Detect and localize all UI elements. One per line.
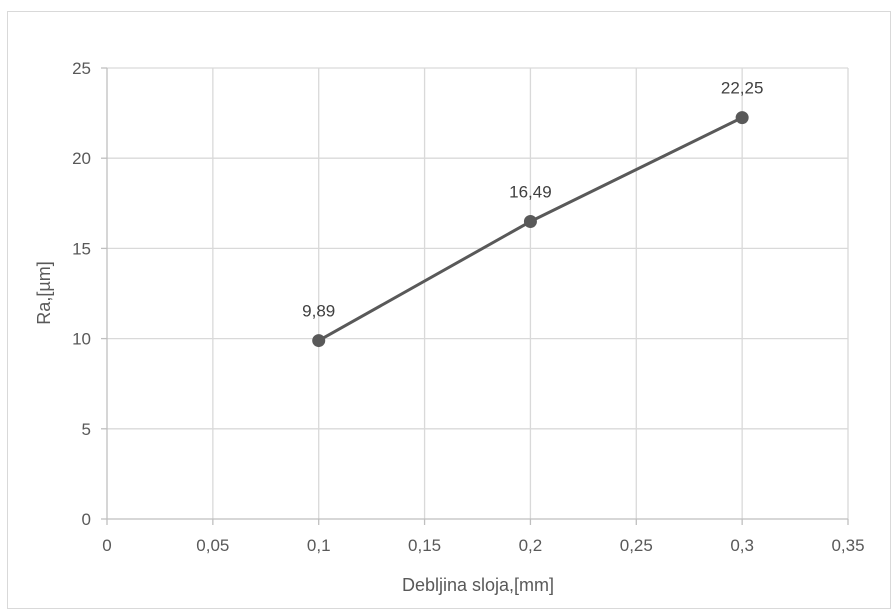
series: 9,89 16,49 22,25 [302, 79, 764, 348]
y-tick-label: 0 [82, 510, 91, 529]
y-tick-label: 10 [72, 330, 91, 349]
chart-area [7, 11, 891, 609]
x-tick-label: 0,1 [307, 536, 331, 555]
x-tick-label: 0,15 [408, 536, 441, 555]
data-label: 16,49 [509, 183, 552, 202]
y-tick-label: 15 [72, 239, 91, 258]
y-tick-label: 5 [82, 420, 91, 439]
x-tick-label: 0 [102, 536, 111, 555]
y-axis-title: Ra,[µm] [34, 261, 54, 324]
x-tick-label: 0,3 [730, 536, 754, 555]
x-tick-label: 0,2 [519, 536, 543, 555]
gridlines [107, 67, 849, 519]
data-label: 9,89 [302, 302, 335, 321]
x-axis-title: Debljina sloja,[mm] [402, 575, 554, 595]
data-point [312, 334, 326, 348]
data-label: 22,25 [721, 79, 764, 98]
data-point [523, 215, 537, 229]
y-tick-label: 25 [72, 59, 91, 78]
x-tick-label: 0,25 [620, 536, 653, 555]
y-tick-label: 20 [72, 149, 91, 168]
axes: 0 5 10 15 20 25 0 0,05 0,1 0,15 0,2 0,25 0,3 0,35 [72, 59, 864, 555]
x-tick-label: 0,35 [831, 536, 864, 555]
data-point [735, 111, 749, 125]
x-tick-label: 0,05 [196, 536, 229, 555]
